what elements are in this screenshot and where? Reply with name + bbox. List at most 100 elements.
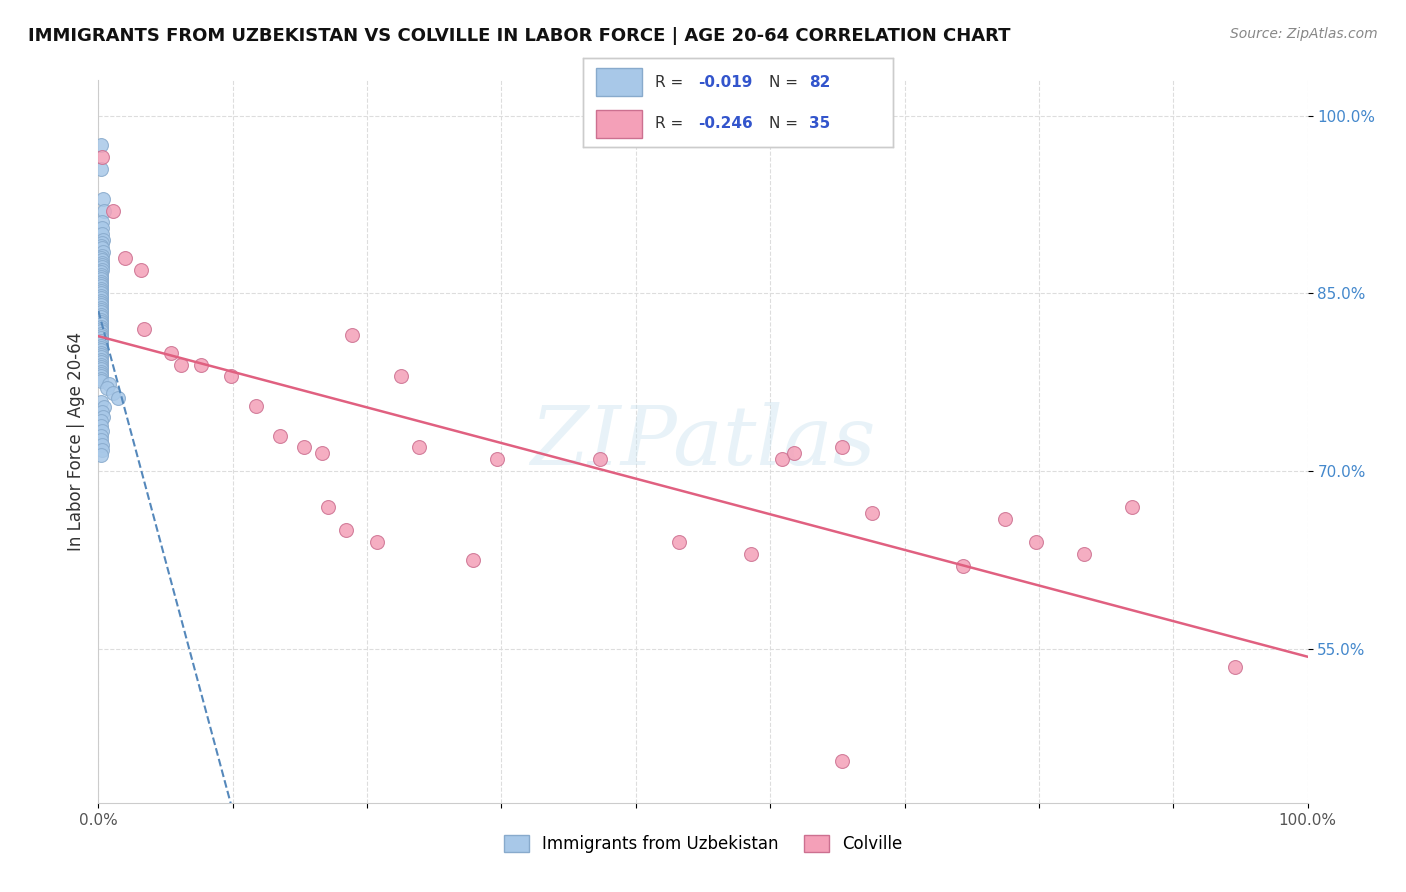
Point (90, 355, 112, 369)
Point (831, 441, 853, 455)
Legend: Immigrants from Uzbekistan, Colville: Immigrants from Uzbekistan, Colville (498, 828, 908, 860)
Point (90, 338, 112, 352)
Point (91, 227, 114, 242)
Point (668, 535, 690, 549)
Point (98, 376, 121, 391)
Point (129, 262, 152, 277)
Point (91, 233, 114, 247)
Point (389, 369, 412, 384)
Point (90, 334, 112, 348)
Point (91, 245, 114, 260)
Point (90, 301, 112, 315)
Point (160, 345, 183, 359)
Point (782, 446, 804, 460)
Point (994, 511, 1017, 525)
Point (101, 203, 124, 218)
Point (91, 260, 114, 275)
Point (169, 358, 191, 372)
Text: N =: N = (769, 117, 803, 131)
Point (91, 235, 114, 250)
Point (90, 269, 112, 284)
Point (335, 524, 357, 538)
Point (90, 348, 112, 362)
Point (90, 305, 112, 319)
Point (90, 251, 112, 265)
Point (91, 438, 114, 452)
Point (90, 325, 112, 339)
Point (1223, 659, 1246, 673)
Point (90, 336, 112, 351)
Point (90, 268, 112, 282)
Point (292, 441, 315, 455)
Point (486, 452, 509, 467)
FancyBboxPatch shape (596, 110, 643, 138)
Text: 82: 82 (810, 75, 831, 89)
Point (91, 442, 114, 457)
Point (90, 289, 112, 303)
Point (90, 275, 112, 289)
Point (90, 308, 112, 322)
Text: 35: 35 (810, 117, 831, 131)
Point (342, 327, 364, 342)
Point (91, 255, 114, 269)
Point (93, 400, 115, 414)
Point (90, 351, 112, 365)
Point (90, 367, 112, 381)
Point (93, 203, 115, 218)
Point (90, 284, 112, 298)
Point (91, 405, 114, 419)
Text: ZIPatlas: ZIPatlas (530, 401, 876, 482)
Point (91, 221, 114, 235)
Point (740, 547, 762, 561)
Point (91, 242, 114, 256)
Y-axis label: In Labor Force | Age 20-64: In Labor Force | Age 20-64 (66, 332, 84, 551)
Point (90, 303, 112, 318)
Point (90, 341, 112, 355)
Point (952, 558, 974, 573)
Point (90, 358, 112, 372)
Point (311, 446, 333, 460)
Point (107, 391, 129, 405)
Point (91, 253, 114, 268)
Point (90, 296, 112, 310)
Point (831, 755, 853, 769)
Point (90, 239, 112, 253)
Point (114, 251, 136, 265)
Point (90, 310, 112, 325)
Point (90, 298, 112, 312)
Point (90, 365, 112, 379)
Point (316, 500, 339, 514)
Point (91, 192, 114, 206)
Point (90, 331, 112, 345)
Point (770, 452, 793, 467)
Point (91, 150, 114, 164)
Point (90, 369, 112, 384)
Text: -0.019: -0.019 (697, 75, 752, 89)
Text: R =: R = (655, 75, 688, 89)
Point (90, 362, 112, 376)
Point (90, 374, 112, 388)
FancyBboxPatch shape (596, 68, 643, 96)
Point (90, 277, 112, 291)
Point (91, 215, 114, 229)
Point (90, 326, 112, 341)
Point (91, 258, 114, 272)
Point (90, 315, 112, 329)
Text: -0.246: -0.246 (697, 117, 752, 131)
Point (90, 419, 112, 434)
Point (1121, 500, 1143, 514)
Point (91, 424, 114, 438)
Point (269, 428, 291, 442)
Text: R =: R = (655, 117, 688, 131)
Text: IMMIGRANTS FROM UZBEKISTAN VS COLVILLE IN LABOR FORCE | AGE 20-64 CORRELATION CH: IMMIGRANTS FROM UZBEKISTAN VS COLVILLE I… (28, 27, 1011, 45)
Point (90, 359, 112, 374)
Point (90, 352, 112, 367)
Point (463, 553, 485, 567)
Point (90, 162, 112, 177)
Point (96, 381, 118, 395)
Point (90, 312, 112, 326)
Point (90, 286, 112, 301)
Point (90, 282, 112, 296)
Point (221, 369, 243, 384)
Point (90, 345, 112, 359)
